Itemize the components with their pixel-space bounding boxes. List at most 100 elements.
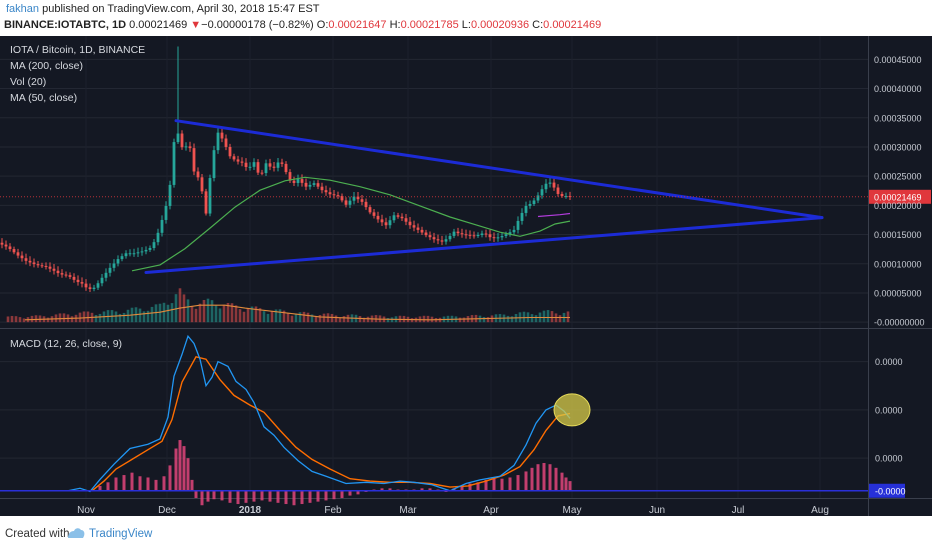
price-tick-label: 0.00030000 bbox=[874, 142, 922, 152]
volume-bar bbox=[366, 316, 370, 323]
candle-body bbox=[292, 180, 296, 183]
macd-histogram-bar bbox=[122, 475, 126, 491]
volume-bar bbox=[482, 316, 486, 323]
candle-body bbox=[288, 172, 292, 181]
candle-body bbox=[148, 247, 152, 250]
candle-body bbox=[236, 159, 240, 162]
trendline-upper bbox=[174, 119, 824, 220]
time-tick-label: May bbox=[563, 505, 582, 516]
candle-body bbox=[136, 252, 140, 254]
time-tick-label: Aug bbox=[811, 505, 829, 516]
volume-bar bbox=[422, 315, 426, 323]
macd-histogram-bar bbox=[348, 490, 352, 496]
candle-body bbox=[84, 283, 88, 288]
candle-body bbox=[20, 255, 24, 259]
price-tick-label: 0.00035000 bbox=[874, 113, 922, 123]
volume-bar bbox=[214, 305, 218, 323]
volume-bar bbox=[122, 312, 126, 323]
candle-body bbox=[60, 273, 64, 275]
candle-body bbox=[244, 162, 248, 168]
macd-histogram-bar bbox=[98, 485, 102, 491]
candle-body bbox=[8, 246, 12, 250]
volume-bar bbox=[258, 308, 262, 323]
candle-body bbox=[260, 172, 264, 174]
volume-bar bbox=[142, 311, 146, 323]
volume-bar bbox=[242, 311, 246, 323]
candle-body bbox=[436, 239, 440, 241]
candle-body bbox=[52, 268, 56, 271]
volume-bar bbox=[262, 311, 266, 323]
candle-body bbox=[92, 287, 96, 289]
macd-histogram-bar bbox=[524, 471, 528, 491]
macd-histogram-bar bbox=[186, 458, 190, 491]
candle-body bbox=[512, 229, 516, 233]
volume-bar bbox=[190, 305, 194, 323]
candle-body bbox=[12, 249, 16, 253]
volume-bars bbox=[6, 288, 570, 323]
volume-bar bbox=[198, 303, 202, 323]
volume-bar bbox=[118, 313, 122, 323]
candle-body bbox=[496, 237, 500, 239]
macd-histogram-bar bbox=[212, 490, 216, 500]
macd-histogram-bar bbox=[220, 490, 224, 501]
volume-bar bbox=[534, 315, 538, 323]
symbol-label: BINANCE:IOTABTC, 1D bbox=[4, 19, 127, 31]
candle-body bbox=[284, 163, 288, 173]
candle-body bbox=[532, 200, 536, 204]
volume-bar bbox=[34, 315, 38, 323]
volume-bar bbox=[78, 312, 82, 323]
candle-body bbox=[120, 256, 124, 260]
chart-canvas[interactable]: 0.00021469 0.00045000 0.00040000 0.0003500… bbox=[0, 36, 932, 516]
candle-body bbox=[164, 205, 168, 220]
chart-area[interactable]: 0.00021469 0.00045000 0.00040000 0.0003500… bbox=[0, 36, 932, 516]
created-with-label: Created with bbox=[5, 528, 70, 540]
candle-body bbox=[344, 200, 348, 205]
legend-macd: MACD (12, 26, close, 9) bbox=[10, 338, 123, 350]
time-tick-label: Apr bbox=[483, 505, 499, 516]
volume-bar bbox=[138, 308, 142, 323]
volume-bar bbox=[86, 311, 90, 323]
tradingview-brand-link[interactable]: TradingView bbox=[89, 528, 153, 540]
author-link[interactable]: fakhan bbox=[6, 3, 40, 15]
volume-bar bbox=[70, 316, 74, 323]
volume-bar bbox=[458, 317, 462, 323]
volume-bar bbox=[58, 313, 62, 323]
candle-body bbox=[524, 205, 528, 213]
candle-body bbox=[228, 146, 232, 157]
publish-header: fakhan published on TradingView.com, Apr… bbox=[0, 0, 932, 36]
macd-histogram-bar bbox=[154, 479, 158, 491]
macd-histogram-bar bbox=[252, 490, 256, 502]
candle-body bbox=[256, 162, 260, 173]
macd-histogram-bar bbox=[146, 477, 150, 491]
price-tick-label: 0.00005000 bbox=[874, 288, 922, 298]
volume-bar bbox=[194, 308, 198, 323]
volume-bar bbox=[306, 312, 310, 323]
time-tick-label: 2018 bbox=[239, 505, 262, 516]
volume-bar bbox=[170, 303, 174, 323]
price-tick-label: 0.00025000 bbox=[874, 172, 922, 182]
candle-body bbox=[420, 229, 424, 233]
candle-body bbox=[472, 235, 476, 237]
macd-histogram-bar bbox=[268, 490, 272, 502]
volume-bar bbox=[186, 299, 190, 323]
candle-body bbox=[320, 186, 324, 191]
candle-body bbox=[28, 260, 32, 263]
macd-histogram-bar bbox=[174, 448, 178, 491]
candle-body bbox=[144, 249, 148, 252]
macd-histogram-bar bbox=[380, 488, 384, 491]
candle-body bbox=[332, 194, 336, 196]
macd-histogram-bar bbox=[168, 465, 172, 491]
candle-body bbox=[216, 132, 220, 151]
candle-body bbox=[184, 146, 188, 148]
volume-bar bbox=[166, 304, 170, 323]
volume-bar bbox=[290, 315, 294, 323]
macd-histogram-bar bbox=[178, 440, 182, 491]
macd-histogram-bar bbox=[244, 490, 248, 503]
candle-body bbox=[40, 265, 44, 267]
candle-body bbox=[212, 150, 216, 179]
candle-body bbox=[64, 274, 68, 276]
volume-bar bbox=[126, 309, 130, 323]
macd-histogram-bar bbox=[236, 490, 240, 505]
candle-body bbox=[76, 279, 80, 283]
candle-body bbox=[188, 146, 192, 149]
